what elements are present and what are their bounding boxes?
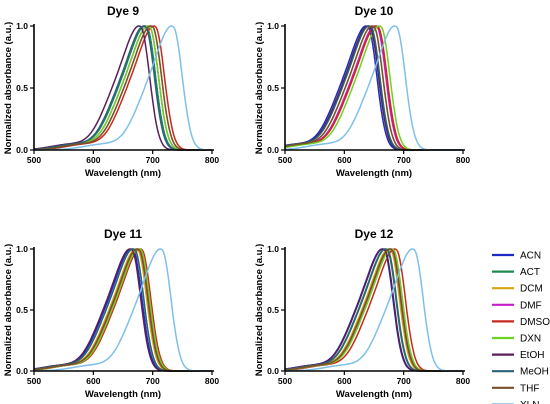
x-tick-label: 700 (397, 155, 411, 165)
x-axis-label: Wavelength (nm) (336, 389, 412, 400)
x-tick-label: 800 (456, 376, 470, 386)
panel-4: 500 600 700 800 0.0 0.5 1.0 Dye 12 Wavelength (n… (254, 227, 470, 400)
x-tick-label: 700 (146, 155, 160, 165)
y-axis-label: Normalized absorbance (a.u.) (254, 244, 265, 377)
curve-thf (33, 248, 212, 372)
x-axis-label: Wavelength (nm) (336, 168, 412, 179)
y-axis-label: Normalized absorbance (a.u.) (254, 22, 265, 155)
curve-dmso (33, 248, 212, 372)
legend-label-dmso: DMSO (520, 317, 550, 328)
legend-label-xln: XLN (520, 400, 539, 404)
curve-xln (285, 248, 463, 372)
y-tick-label: 0.5 (267, 305, 279, 315)
x-tick-label: 500 (278, 376, 292, 386)
y-tick-label: 1.0 (16, 21, 28, 31)
curve-xln (34, 248, 212, 372)
curve-meoh (33, 248, 212, 372)
legend: ACN ACT DCM DMF DMSO DXN EtOH MeOH THF XLN (492, 251, 550, 404)
curve-dmf (33, 248, 212, 372)
y-axis-label: Normalized absorbance (a.u.) (3, 22, 14, 155)
x-tick-label: 600 (337, 376, 351, 386)
panel-title: Dye 12 (355, 227, 394, 241)
y-tick-label: 1.0 (267, 244, 279, 254)
x-tick-label: 700 (397, 376, 411, 386)
y-tick-label: 0.5 (267, 83, 279, 93)
curve-acn (33, 248, 212, 372)
curve-dxn (33, 248, 212, 372)
x-tick-label: 700 (146, 376, 160, 386)
x-tick-label: 800 (205, 376, 219, 386)
y-tick-label: 0.5 (16, 305, 28, 315)
x-tick-label: 500 (27, 155, 41, 165)
x-tick-label: 500 (27, 376, 41, 386)
y-tick-label: 0.5 (16, 83, 28, 93)
y-tick-label: 0.0 (267, 145, 279, 155)
legend-label-meoh: MeOH (520, 367, 549, 378)
x-tick-label: 600 (86, 376, 100, 386)
legend-label-dxn: DXN (520, 334, 541, 345)
panel-3: 500 600 700 800 0.0 0.5 1.0 Dye 11 Wavelength (n… (3, 227, 219, 400)
legend-label-etoh: EtOH (520, 350, 544, 361)
legend-label-thf: THF (520, 383, 539, 394)
x-axis-label: Wavelength (nm) (85, 389, 161, 400)
y-axis-label: Normalized absorbance (a.u.) (3, 244, 14, 377)
x-tick-label: 500 (278, 155, 292, 165)
legend-label-dcm: DCM (520, 284, 543, 295)
curve-act (33, 248, 212, 372)
x-tick-label: 600 (86, 155, 100, 165)
y-tick-label: 1.0 (267, 21, 279, 31)
curve-meoh (284, 248, 463, 372)
legend-label-act: ACT (520, 267, 540, 278)
x-tick-label: 800 (205, 155, 219, 165)
panel-1: 500 600 700 800 0.0 0.5 1.0 Dye 9 Wavelength (nm… (3, 4, 219, 179)
x-tick-label: 800 (456, 155, 470, 165)
y-tick-label: 0.0 (16, 145, 28, 155)
panel-title: Dye 9 (107, 4, 139, 18)
panel-title: Dye 10 (355, 4, 394, 18)
curve-thf (33, 25, 212, 151)
panel-title: Dye 11 (104, 227, 142, 241)
x-axis-label: Wavelength (nm) (85, 168, 161, 179)
y-tick-label: 0.0 (267, 366, 279, 376)
curve-dcm (33, 248, 212, 372)
legend-label-acn: ACN (520, 251, 541, 262)
legend-label-dmf: DMF (520, 300, 542, 311)
x-tick-label: 600 (337, 155, 351, 165)
y-tick-label: 1.0 (16, 244, 28, 254)
y-tick-label: 0.0 (16, 366, 28, 376)
curve-etoh (33, 248, 212, 372)
curve-etoh (284, 25, 463, 151)
panel-2: 500 600 700 800 0.0 0.5 1.0 Dye 10 Wavelength (n… (254, 4, 470, 179)
